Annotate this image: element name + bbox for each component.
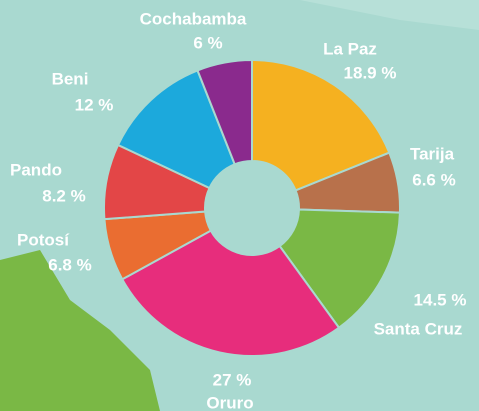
slice xyxy=(196,58,253,166)
value-label: 8.2 % xyxy=(42,186,85,205)
value-label: 6.8 % xyxy=(48,255,91,274)
value-label: 6.6 % xyxy=(412,170,455,189)
value-label: 27 % xyxy=(213,370,252,389)
slice xyxy=(116,69,236,190)
category-label: Pando xyxy=(10,160,62,179)
category-label: Beni xyxy=(52,69,89,88)
category-label: Tarija xyxy=(410,144,455,163)
category-label: Santa Cruz xyxy=(374,319,463,338)
category-label: Oruro xyxy=(206,393,253,411)
category-label: La Paz xyxy=(323,39,377,58)
category-label: Potosí xyxy=(17,230,70,249)
slice xyxy=(278,208,401,330)
map-shape xyxy=(300,0,479,30)
category-label: Cochabamba xyxy=(140,9,247,28)
value-label: 18.9 % xyxy=(344,63,397,82)
slice xyxy=(251,58,391,192)
slice xyxy=(120,229,341,357)
map-shape xyxy=(0,250,160,411)
value-label: 6 % xyxy=(193,33,222,52)
value-label: 14.5 % xyxy=(414,290,467,309)
value-label: 12 % xyxy=(75,95,114,114)
donut xyxy=(103,58,401,357)
